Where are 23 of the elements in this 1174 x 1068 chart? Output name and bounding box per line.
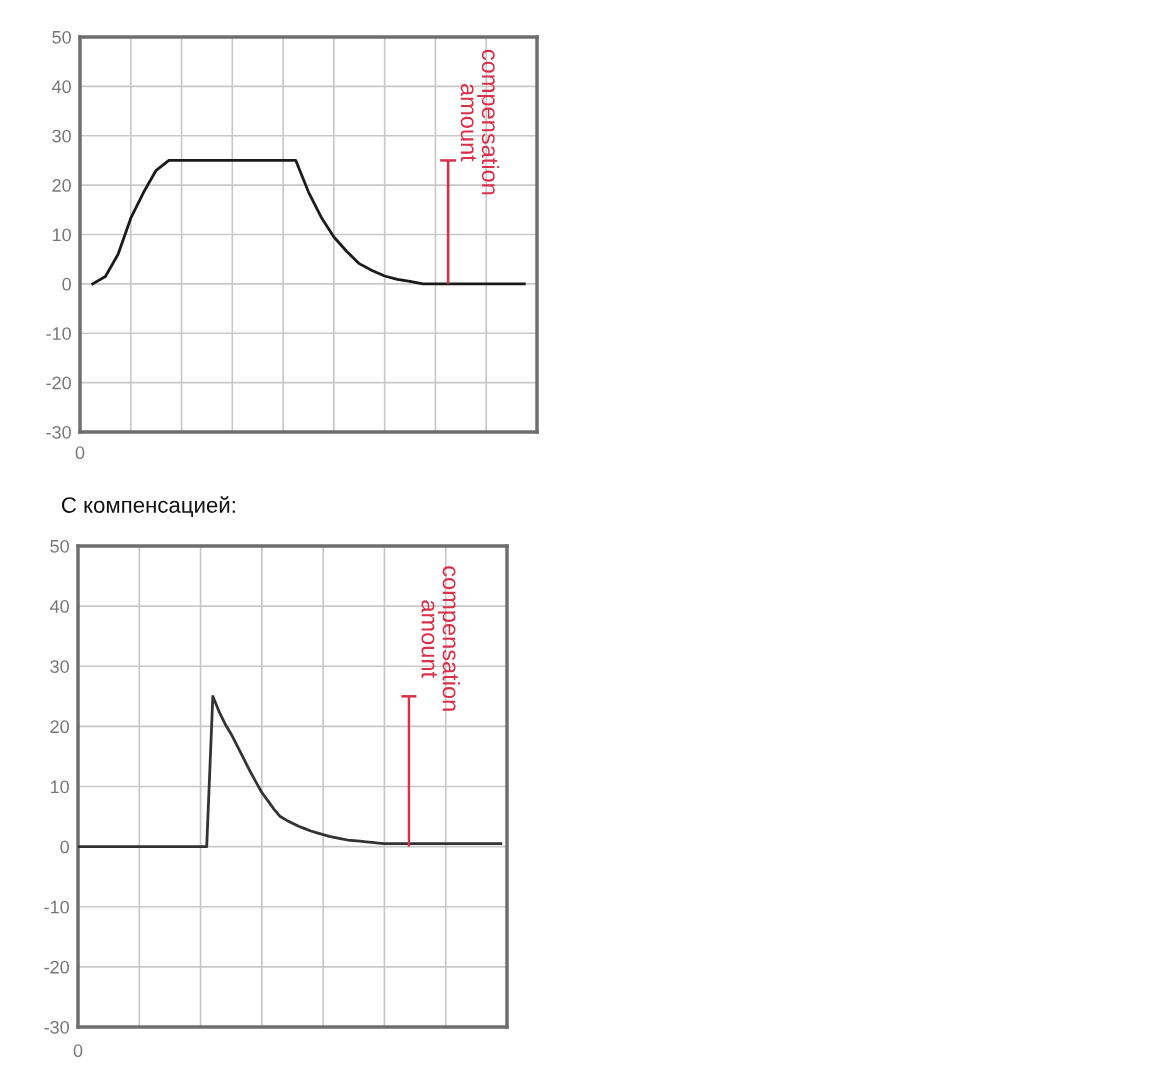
y-tick-label: 30 bbox=[50, 660, 69, 673]
y-tick-label: -30 bbox=[46, 425, 71, 439]
y-tick-label: -30 bbox=[44, 1020, 69, 1034]
chart-title: С компенсацией: bbox=[61, 496, 235, 518]
y-tick-label: 50 bbox=[50, 539, 69, 553]
y-tick-label: 40 bbox=[50, 600, 69, 613]
y-tick-label: 10 bbox=[52, 228, 71, 242]
y-tick-label: 40 bbox=[52, 80, 71, 94]
text: 0 bbox=[75, 446, 85, 460]
y-tick-label: 30 bbox=[52, 129, 71, 143]
y-tick-label: -10 bbox=[46, 327, 71, 340]
y-tick-label: 0 bbox=[62, 277, 71, 291]
y-tick-label: 50 bbox=[52, 30, 71, 44]
y-tick-label: 20 bbox=[52, 179, 71, 192]
y-tick-label: 10 bbox=[50, 780, 69, 794]
y-tick-label: -20 bbox=[46, 376, 71, 390]
annotation: compensation amount bbox=[460, 49, 500, 195]
y-tick-label: -10 bbox=[44, 900, 69, 914]
y-tick-label: -20 bbox=[44, 960, 69, 974]
y-tick-label: 0 bbox=[60, 840, 69, 854]
y-tick-label: 20 bbox=[50, 720, 69, 734]
text: 0 bbox=[73, 1044, 83, 1058]
annotation: compensation amount bbox=[421, 566, 460, 711]
